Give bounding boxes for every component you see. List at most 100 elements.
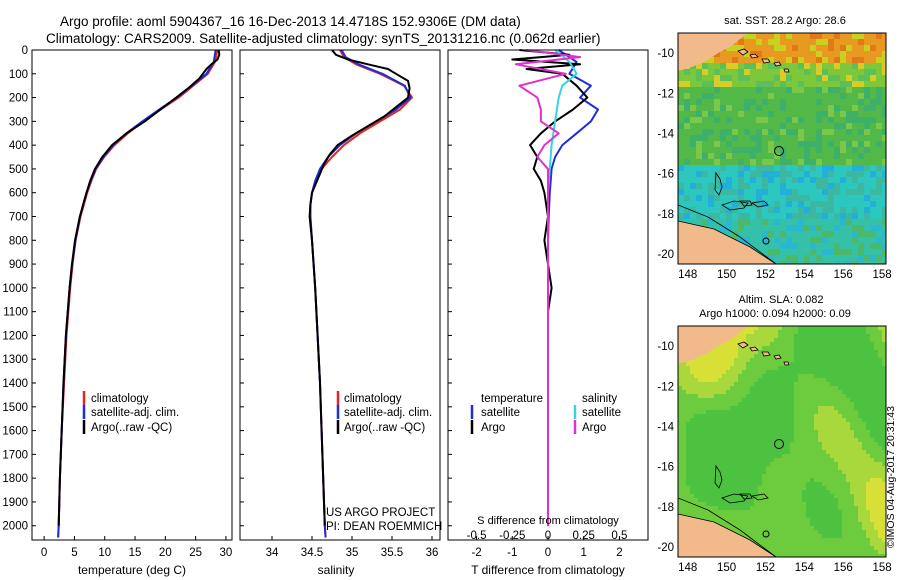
sla-cell	[754, 450, 758, 454]
sla-cell	[678, 434, 682, 438]
sst-cell	[804, 45, 810, 51]
sla-cell	[874, 494, 878, 498]
sst-cell	[684, 117, 690, 123]
sla-cell	[726, 462, 730, 466]
sla-cell	[714, 350, 718, 354]
sla-cell	[814, 538, 818, 542]
project-label: US ARGO PROJECT	[326, 507, 435, 519]
sla-cell	[802, 546, 806, 550]
sla-cell	[738, 490, 742, 494]
sla-cell	[730, 454, 734, 458]
sst-cell	[834, 159, 840, 165]
sla-cell	[762, 434, 766, 438]
sla-cell	[862, 402, 866, 406]
sla-cell	[702, 466, 706, 470]
sla-cell	[826, 534, 830, 538]
sla-cell	[810, 546, 814, 550]
legend-salinity-title: salinity	[582, 393, 617, 405]
sst-cell	[864, 171, 870, 177]
sla-cell	[858, 498, 862, 502]
sla-cell	[742, 466, 746, 470]
sla-cell	[702, 478, 706, 482]
sla-cell	[850, 326, 854, 330]
sla-cell	[870, 430, 874, 434]
sla-cell	[842, 454, 846, 458]
sla-cell	[758, 450, 762, 454]
sla-cell	[818, 518, 822, 522]
sla-cell	[802, 374, 806, 378]
sla-cell	[794, 526, 798, 530]
sla-cell	[866, 430, 870, 434]
sla-cell	[762, 366, 766, 370]
sst-cell	[774, 129, 780, 135]
sla-cell	[786, 474, 790, 478]
sla-cell	[818, 486, 822, 490]
sst-cell	[828, 141, 834, 147]
sla-cell	[862, 546, 866, 550]
sla-cell	[714, 438, 718, 442]
sst-cell	[828, 171, 834, 177]
sla-cell	[782, 506, 786, 510]
sst-cell	[732, 141, 738, 147]
sla-cell	[826, 326, 830, 330]
sst-cell	[774, 39, 780, 45]
sla-cell	[770, 370, 774, 374]
sla-cell	[778, 414, 782, 418]
sst-cell	[828, 117, 834, 123]
sla-cell	[750, 486, 754, 490]
sla-cell	[814, 378, 818, 382]
sla-cell	[798, 358, 802, 362]
sla-cell	[854, 554, 858, 557]
sla-cell	[798, 466, 802, 470]
sst-cell	[774, 33, 780, 39]
sla-cell	[730, 518, 734, 522]
sst-cell	[696, 177, 702, 183]
sst-cell	[822, 207, 828, 213]
sla-cell	[834, 534, 838, 538]
sla-cell	[738, 418, 742, 422]
sla-cell	[882, 514, 886, 518]
sst-cell	[774, 159, 780, 165]
sst-cell	[678, 93, 684, 99]
sla-cell	[818, 366, 822, 370]
sla-cell	[806, 430, 810, 434]
sst-cell	[882, 75, 886, 81]
sla-cell	[710, 390, 714, 394]
sla-cell	[738, 354, 742, 358]
sla-cell	[774, 474, 778, 478]
sst-cell	[882, 177, 886, 183]
sla-cell	[838, 366, 842, 370]
salinity-series	[308, 49, 413, 538]
sla-cell	[874, 510, 878, 514]
sla-cell	[714, 494, 718, 498]
sst-cell	[882, 243, 886, 249]
sla-cell	[742, 406, 746, 410]
sla-cell	[782, 454, 786, 458]
sla-cell	[862, 490, 866, 494]
sla-cell	[794, 398, 798, 402]
sla-cell	[734, 526, 738, 530]
sla-cell	[730, 462, 734, 466]
sla-cell	[798, 534, 802, 538]
sla-cell	[842, 434, 846, 438]
sla-cell	[818, 406, 822, 410]
sst-cell	[756, 129, 762, 135]
sla-cell	[762, 458, 766, 462]
sla-cell	[726, 390, 730, 394]
sla-cell	[838, 470, 842, 474]
temperature-x-ticks: 0 5 10 15 20 25 30	[41, 536, 232, 559]
sla-cell	[862, 386, 866, 390]
sla-cell	[782, 518, 786, 522]
sst-cell	[822, 261, 828, 264]
sla-cell	[778, 522, 782, 526]
sla-cell	[718, 374, 722, 378]
sst-cell	[738, 219, 744, 225]
sla-cell	[870, 446, 874, 450]
sst-cell	[684, 75, 690, 81]
sst-cell	[852, 135, 858, 141]
sla-cell	[762, 386, 766, 390]
sst-cell	[714, 183, 720, 189]
sst-cell	[804, 195, 810, 201]
sla-cell	[826, 358, 830, 362]
sst-cell	[714, 213, 720, 219]
